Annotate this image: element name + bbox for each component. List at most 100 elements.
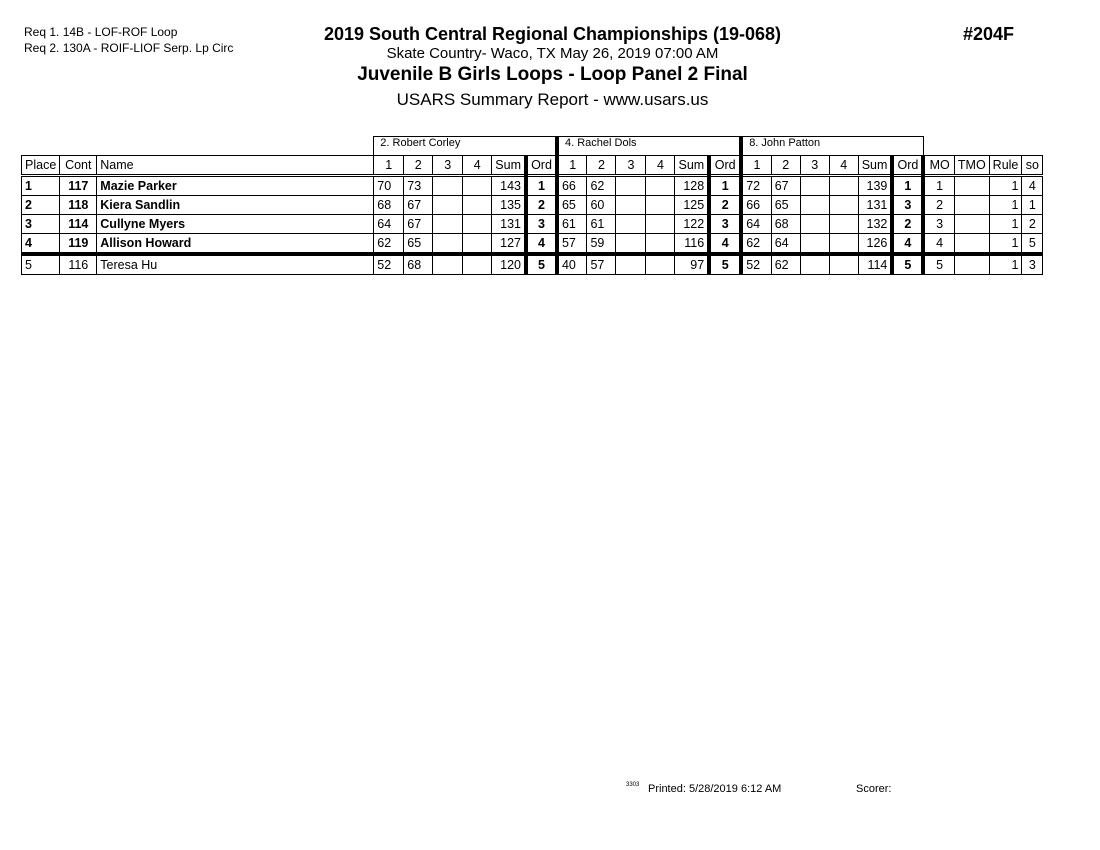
ordinal: 3	[523, 214, 559, 234]
score-1: 72	[739, 175, 772, 196]
score-4	[645, 175, 676, 196]
score-1: 68	[373, 195, 405, 215]
header-so: so	[1021, 155, 1044, 177]
place: 3	[20, 214, 61, 234]
ordinal: 2	[890, 214, 926, 234]
score-4	[645, 233, 676, 256]
contestant-number: 114	[59, 214, 98, 234]
header-3: 3	[432, 155, 464, 177]
ordinal: 1	[890, 175, 926, 196]
header-2: 2	[403, 155, 434, 177]
table-row: 4 119 Allison Howard 62 65 127 4 57 59 116 4 62 64 12…	[20, 233, 1044, 256]
judge-name: 4. Rachel Dols	[554, 136, 742, 156]
tmo	[953, 233, 990, 256]
score-2: 59	[586, 233, 617, 256]
ordinal: 3	[890, 195, 926, 215]
ordinal: 5	[707, 253, 744, 275]
header-4: 4	[828, 155, 859, 177]
tmo	[953, 214, 990, 234]
score-3	[615, 195, 647, 215]
ordinal: 5	[523, 253, 559, 275]
header-2: 2	[586, 155, 617, 177]
location-date: Skate Country- Waco, TX May 26, 2019 07:…	[386, 45, 719, 62]
skater-name: Cullyne Myers	[96, 214, 375, 234]
ordinal: 3	[707, 214, 744, 234]
scorer-label: Scorer:	[856, 783, 892, 795]
place: 1	[20, 175, 61, 196]
event-number: #204F	[963, 24, 1015, 44]
table-row: 2 118 Kiera Sandlin 68 67 135 2 65 60 125 2 66 65 131…	[20, 195, 1044, 215]
score-4	[828, 195, 859, 215]
header-1: 1	[554, 155, 588, 177]
score-3	[615, 214, 647, 234]
judge-header-row: 2. Robert Corley 4. Rachel Dols 8. John Pa…	[22, 136, 1043, 156]
score-4	[462, 214, 493, 234]
so: 3	[1021, 253, 1044, 275]
score-1: 40	[554, 253, 588, 275]
score-2: 67	[403, 195, 434, 215]
header-mo: MO	[922, 155, 955, 177]
place: 4	[20, 233, 61, 256]
table-row: 5 116 Teresa Hu 52 68 120 5 40 57 97 5 52 62 114 5 5 1 3	[20, 253, 1044, 275]
skater-name: Teresa Hu	[96, 253, 375, 275]
column-header-row: Place Cont Name 1 2 3 4 Sum Ord 1 2 3 4 Sum Ord 1 2 3 4 Sum…	[20, 155, 1044, 177]
score-3	[799, 175, 830, 196]
so: 4	[1021, 175, 1044, 196]
table-row: 1 117 Mazie Parker 70 73 143 1 66 62 128 1 72 67 139 1…	[20, 175, 1044, 196]
ordinal: 4	[523, 233, 559, 256]
score-1: 52	[739, 253, 772, 275]
mo: 4	[922, 233, 955, 256]
sum: 132	[857, 214, 893, 234]
sum: 116	[674, 233, 710, 256]
mo: 1	[922, 175, 955, 196]
score-2: 64	[770, 233, 801, 256]
score-1: 70	[373, 175, 405, 196]
rule: 1	[988, 233, 1023, 256]
score-1: 62	[373, 233, 405, 256]
header-sum: Sum	[674, 155, 710, 177]
score-3	[615, 175, 647, 196]
header-rule: Rule	[988, 155, 1023, 177]
blank	[22, 137, 374, 156]
sum: 97	[674, 253, 710, 275]
tmo	[953, 175, 990, 196]
score-2: 61	[586, 214, 617, 234]
tmo	[953, 253, 990, 275]
sum: 114	[857, 253, 893, 275]
header-ord: Ord	[707, 155, 744, 177]
table-row: 3 114 Cullyne Myers 64 67 131 3 61 61 122 3 64 68 132…	[20, 214, 1044, 234]
score-4	[462, 175, 493, 196]
place: 2	[20, 195, 61, 215]
requirement-1: Req 1. 14B - LOF-ROF Loop	[24, 25, 178, 39]
ordinal: 2	[707, 195, 744, 215]
score-4	[828, 253, 859, 275]
header-place: Place	[20, 155, 61, 177]
score-2: 67	[403, 214, 434, 234]
ordinal: 5	[890, 253, 926, 275]
rule: 1	[988, 195, 1023, 215]
sum: 128	[674, 175, 710, 196]
score-2: 65	[403, 233, 434, 256]
score-4	[828, 233, 859, 256]
judge-name: 2. Robert Corley	[373, 136, 558, 156]
score-1: 66	[554, 175, 588, 196]
score-4	[645, 253, 676, 275]
sum: 135	[491, 195, 527, 215]
header-name: Name	[96, 155, 375, 177]
sum: 122	[674, 214, 710, 234]
printed-date: Printed: 5/28/2019 6:12 AM	[648, 783, 782, 795]
score-2: 67	[770, 175, 801, 196]
score-1: 62	[739, 233, 772, 256]
ordinal: 2	[523, 195, 559, 215]
skater-name: Kiera Sandlin	[96, 195, 375, 215]
score-2: 68	[770, 214, 801, 234]
score-4	[828, 175, 859, 196]
score-4	[645, 195, 676, 215]
contestant-number: 118	[59, 195, 98, 215]
mo: 2	[922, 195, 955, 215]
contestant-number: 119	[59, 233, 98, 256]
score-1: 64	[373, 214, 405, 234]
score-2: 73	[403, 175, 434, 196]
header-4: 4	[645, 155, 676, 177]
score-1: 66	[739, 195, 772, 215]
